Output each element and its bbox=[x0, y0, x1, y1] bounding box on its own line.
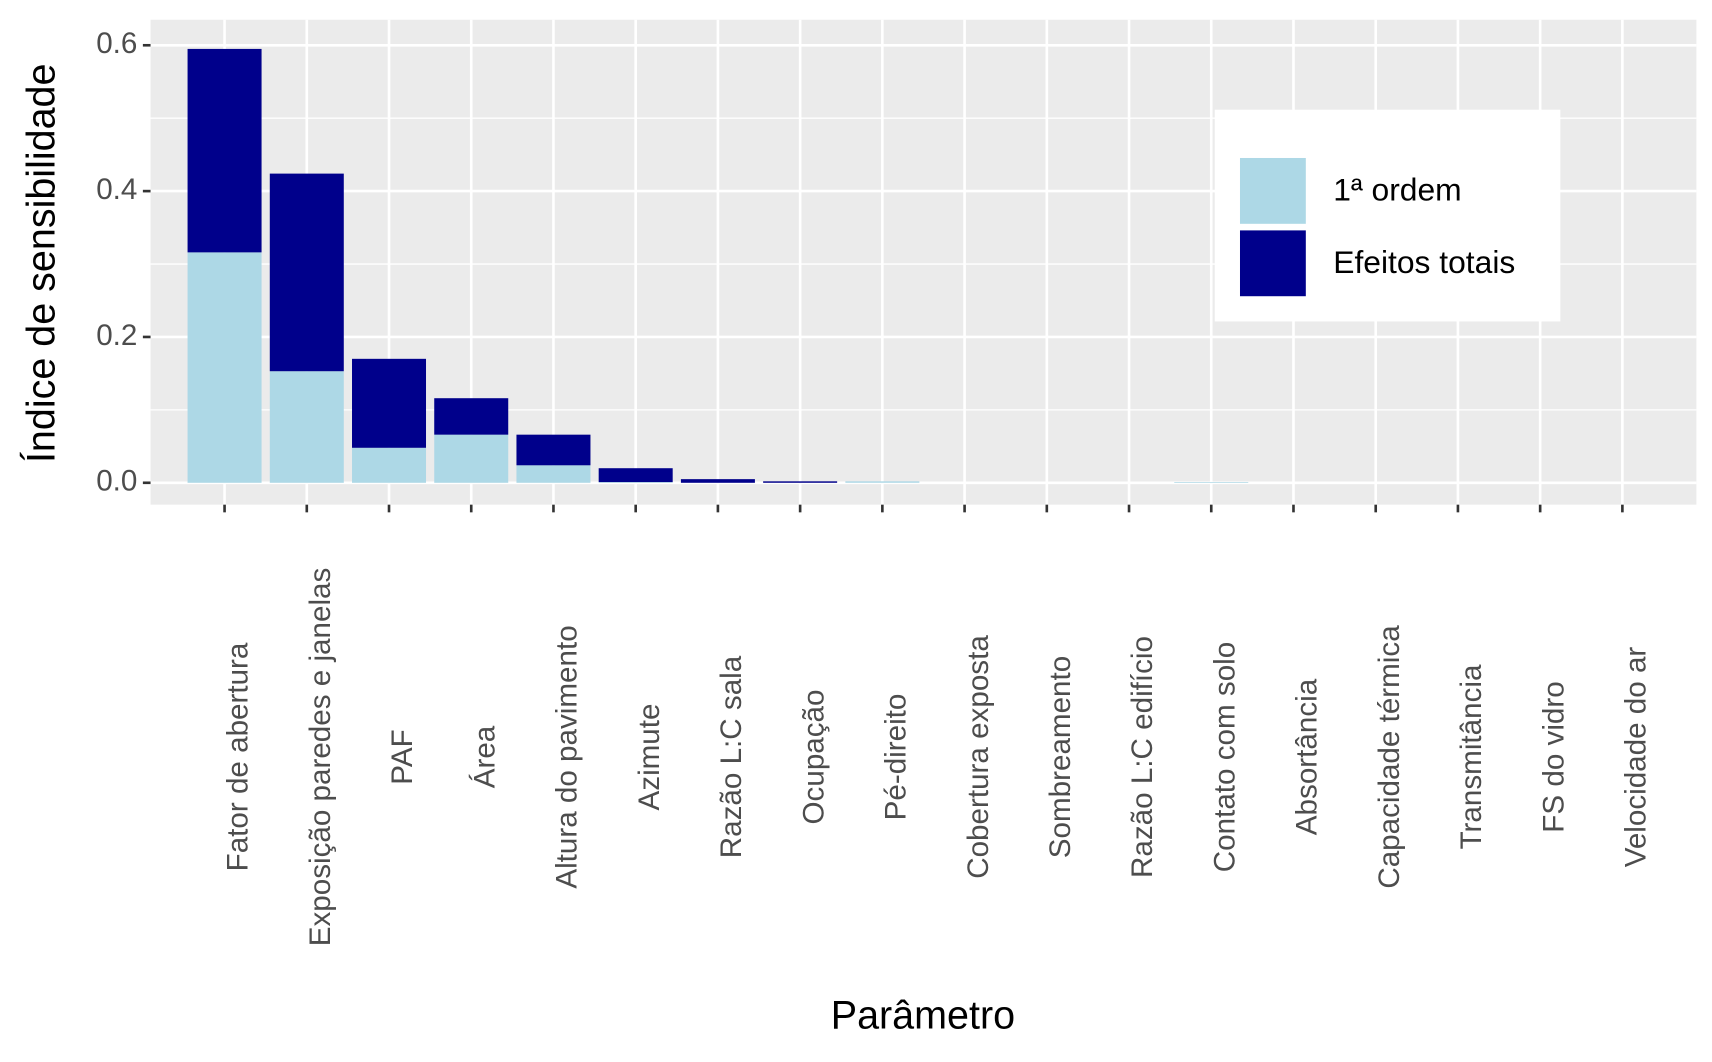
bar-segment bbox=[845, 481, 920, 483]
x-tick-label: Pé-direito bbox=[880, 694, 913, 821]
legend-key bbox=[1239, 230, 1306, 297]
bar-segment bbox=[269, 173, 344, 372]
bar-segment bbox=[434, 398, 509, 435]
x-axis-title: Parâmetro bbox=[831, 994, 1015, 1038]
bar-segment bbox=[763, 481, 838, 483]
x-tick-label: Cobertura exposta bbox=[962, 635, 995, 879]
bar-segment bbox=[352, 358, 427, 448]
y-axis-title: Índice de sensibilidade bbox=[20, 64, 64, 464]
x-tick-label: Velocidade do ar bbox=[1620, 647, 1653, 868]
bar-segment bbox=[269, 371, 344, 483]
bar-segment bbox=[434, 434, 509, 483]
x-tick-label: Sombreamento bbox=[1044, 656, 1077, 858]
x-tick-label: Transmitância bbox=[1455, 664, 1488, 849]
bar-segment bbox=[352, 447, 427, 483]
x-tick-label: Razão L:C sala bbox=[715, 655, 748, 858]
y-tick-label: 0.0 bbox=[96, 465, 137, 498]
x-tick-label: Contato com solo bbox=[1208, 642, 1241, 872]
x-tick-label: Exposição paredes e janelas bbox=[304, 568, 337, 947]
bar-segment bbox=[516, 434, 591, 466]
x-tick-label: Ocupação bbox=[797, 690, 830, 825]
x-tick-label: Área bbox=[468, 725, 501, 788]
y-tick-label: 0.6 bbox=[96, 27, 137, 60]
x-tick-label: Razão L:C edifício bbox=[1126, 636, 1159, 878]
x-tick-label: FS do vidro bbox=[1537, 681, 1570, 832]
x-tick-label: Azimute bbox=[633, 704, 666, 811]
y-tick-label: 0.2 bbox=[96, 319, 137, 352]
x-tick-label: Fator de abertura bbox=[222, 642, 255, 871]
bar-segment bbox=[187, 48, 262, 253]
x-tick-label: Altura do pavimento bbox=[551, 625, 584, 888]
bar-segment bbox=[516, 465, 591, 483]
x-tick-label: Capacidade térmica bbox=[1373, 625, 1406, 889]
bar-segment bbox=[598, 482, 673, 483]
legend-key bbox=[1239, 157, 1306, 224]
bar-segment bbox=[598, 468, 673, 483]
bar-segment bbox=[1174, 482, 1249, 483]
x-tick-label: PAF bbox=[386, 729, 419, 784]
legend-label: 1ª ordem bbox=[1333, 171, 1461, 207]
legend-label: Efeitos totais bbox=[1333, 244, 1515, 280]
bar-segment bbox=[680, 479, 755, 483]
bar-segment bbox=[187, 252, 262, 483]
x-tick-label: Absortância bbox=[1291, 678, 1324, 835]
y-tick-label: 0.4 bbox=[96, 173, 137, 206]
